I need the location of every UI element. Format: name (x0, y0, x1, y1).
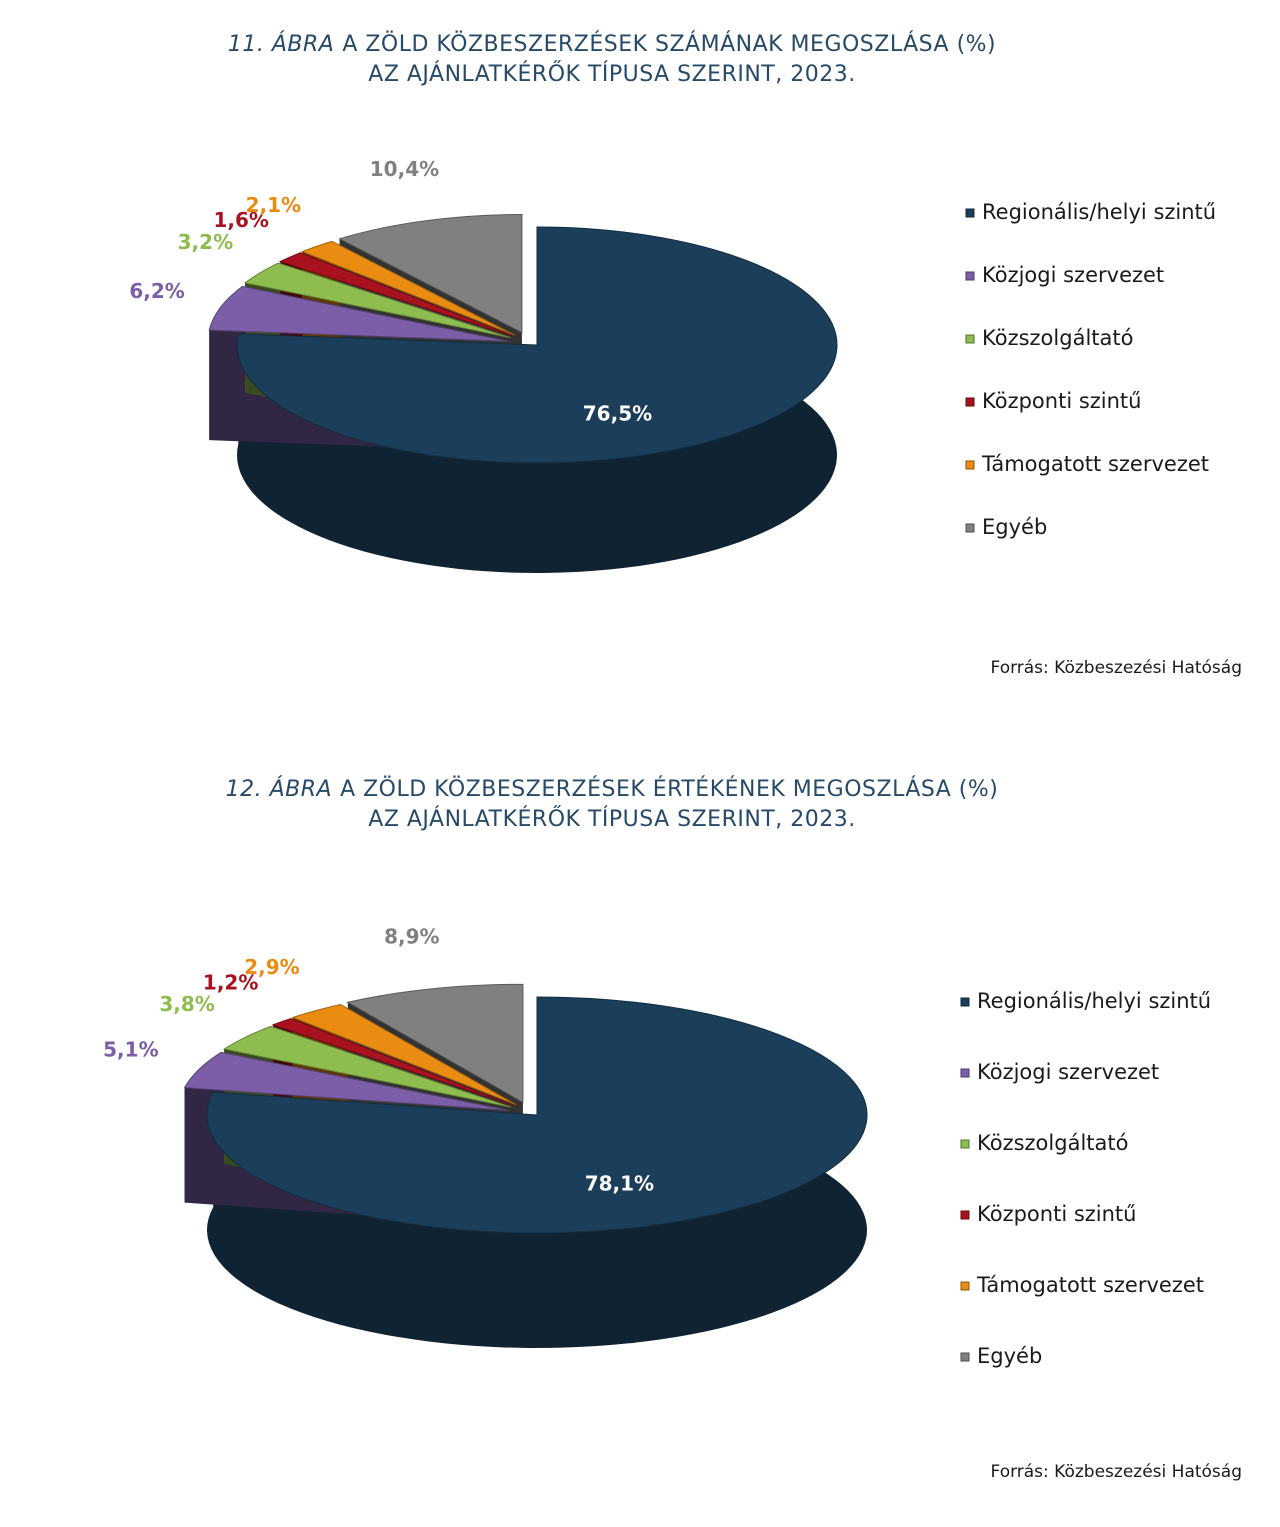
legend-marker (965, 523, 975, 533)
slice (183, 1051, 509, 1111)
legend-marker (960, 1281, 970, 1291)
chart-title: 11. ÁBRA A ZÖLD KÖZBESZERZÉSEK SZÁMÁNAK M… (228, 31, 996, 57)
data-label: 8,9% (384, 924, 439, 948)
legend-marker (965, 208, 975, 218)
slice (301, 240, 515, 336)
legend-label: Központi szintű (982, 389, 1141, 413)
slice (206, 996, 868, 1234)
legend-marker (960, 997, 970, 1007)
figure-label: 12. ÁBRA (226, 776, 332, 802)
legend-label: Támogatott szervezet (976, 1273, 1204, 1297)
legend-marker (965, 460, 975, 470)
slice (278, 252, 513, 337)
legend-marker (960, 1210, 970, 1220)
legend-label: Közszolgáltató (977, 1131, 1128, 1155)
title-line: A ZÖLD KÖZBESZERZÉSEK SZÁMÁNAK MEGOSZLÁS… (342, 31, 996, 57)
slice (222, 1025, 512, 1108)
legend-label: Regionális/helyi szintű (982, 200, 1216, 224)
slice (236, 226, 838, 464)
legend-label: Egyéb (982, 515, 1047, 539)
legend-label: Támogatott szervezet (981, 452, 1209, 476)
data-label: 10,4% (370, 157, 439, 181)
chart-title: 12. ÁBRA A ZÖLD KÖZBESZERZÉSEK ÉRTÉKÉNEK … (226, 776, 999, 802)
slice (271, 1018, 514, 1107)
legend-marker (960, 1352, 970, 1362)
data-label: 2,9% (244, 955, 299, 979)
data-label: 3,2% (178, 230, 233, 254)
data-label: 1,2% (203, 970, 258, 994)
slice (291, 1003, 516, 1105)
data-label: 2,1% (246, 193, 301, 217)
legend-marker (965, 397, 975, 407)
legend-marker (965, 271, 975, 281)
chart-title: AZ AJÁNLATKÉRŐK TÍPUSA SZERINT, 2023. (368, 61, 855, 87)
slice (346, 983, 524, 1104)
pie-chart: 12. ÁBRA A ZÖLD KÖZBESZERZÉSEK ÉRTÉKÉNEK … (103, 776, 1242, 1482)
legend-label: Közjogi szervezet (982, 263, 1164, 287)
legend-label: Közjogi szervezet (977, 1060, 1159, 1084)
data-label: 76,5% (583, 402, 652, 426)
legend-marker (960, 1139, 970, 1149)
data-label: 3,8% (159, 992, 214, 1016)
pie-chart: 11. ÁBRA A ZÖLD KÖZBESZERZÉSEK SZÁMÁNAK M… (129, 31, 1242, 678)
data-label: 5,1% (103, 1037, 158, 1061)
legend-marker (960, 1068, 970, 1078)
data-label: 1,6% (213, 208, 268, 232)
legend-label: Regionális/helyi szintű (977, 989, 1211, 1013)
source-note: Forrás: Közbeszezési Hatóság (991, 1462, 1242, 1482)
title-line: A ZÖLD KÖZBESZERZÉSEK ÉRTÉKÉNEK MEGOSZLÁ… (340, 776, 998, 802)
figure-label: 11. ÁBRA (228, 31, 334, 57)
chart-title: AZ AJÁNLATKÉRŐK TÍPUSA SZERINT, 2023. (368, 806, 855, 832)
legend-marker (965, 334, 975, 344)
source-note: Forrás: Közbeszezési Hatóság (991, 658, 1242, 678)
legend-label: Közszolgáltató (982, 326, 1133, 350)
slice (338, 213, 523, 334)
legend-label: Egyéb (977, 1344, 1042, 1368)
slice (208, 285, 509, 342)
data-label: 78,1% (585, 1172, 654, 1196)
slice-tops (208, 213, 838, 464)
legend-label: Központi szintű (977, 1202, 1136, 1226)
slice-tops (183, 983, 868, 1234)
slice (243, 262, 511, 339)
data-label: 6,2% (129, 279, 184, 303)
